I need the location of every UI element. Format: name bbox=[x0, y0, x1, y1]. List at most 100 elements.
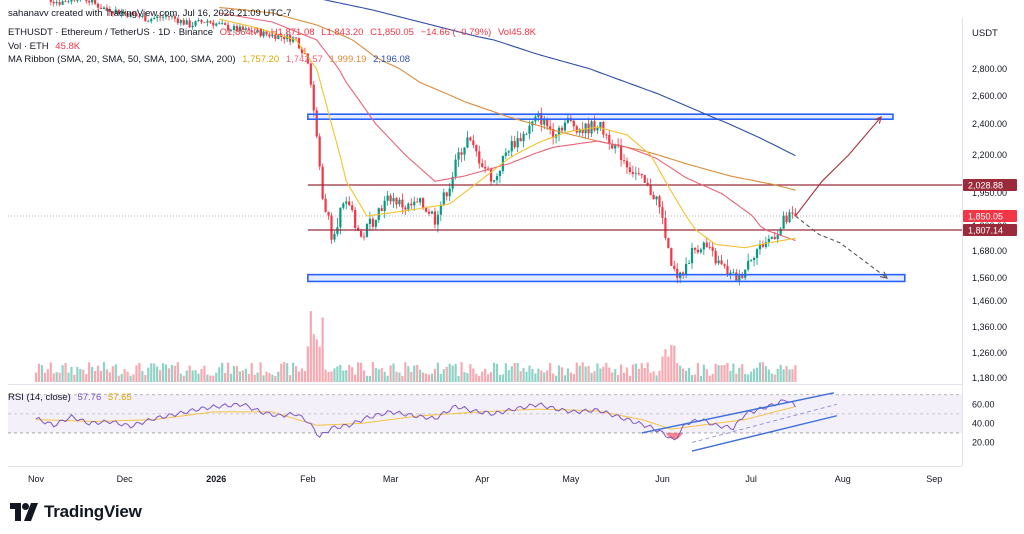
volume-bar bbox=[138, 362, 141, 382]
candle bbox=[67, 0, 70, 4]
candle bbox=[460, 147, 463, 163]
candle bbox=[79, 0, 81, 2]
volume-bar bbox=[590, 372, 593, 382]
volume-bar bbox=[779, 364, 782, 382]
candle bbox=[593, 115, 596, 133]
ma-ribbon-legend[interactable]: MA Ribbon (SMA, 20, SMA, 50, SMA, 100, S… bbox=[8, 54, 414, 66]
candle-body bbox=[690, 247, 694, 264]
candle-body bbox=[614, 144, 617, 149]
candle-body bbox=[761, 244, 765, 247]
rsi-band bbox=[8, 394, 962, 433]
volume-bar bbox=[303, 371, 307, 382]
candle-body bbox=[788, 212, 791, 223]
volume-bar bbox=[120, 373, 123, 382]
candle bbox=[563, 119, 567, 133]
volume-bar bbox=[516, 362, 519, 382]
candle bbox=[330, 212, 333, 244]
candle-body bbox=[581, 129, 584, 134]
candle bbox=[788, 209, 791, 224]
candle-body bbox=[241, 26, 244, 30]
candle bbox=[507, 150, 510, 157]
candle-body bbox=[519, 138, 522, 142]
volume-bar bbox=[649, 372, 652, 382]
candle bbox=[253, 29, 256, 35]
time-tick-label: 2026 bbox=[206, 474, 226, 484]
volume-bar bbox=[720, 365, 723, 382]
volume-bar bbox=[389, 365, 392, 382]
candle bbox=[144, 12, 147, 22]
candle bbox=[448, 183, 451, 202]
candle bbox=[120, 8, 123, 18]
candle-body bbox=[117, 9, 120, 14]
candle bbox=[498, 169, 502, 184]
candle-body bbox=[247, 28, 250, 31]
symbol-legend[interactable]: ETHUSDT · Ethereum / TetherUS · 1D · Bin… bbox=[8, 27, 540, 39]
candle-body bbox=[120, 11, 123, 14]
symbol-name[interactable]: ETHUSDT · Ethereum / TetherUS · 1D · Bin… bbox=[8, 27, 214, 38]
time-tick-label: Nov bbox=[28, 474, 45, 484]
candle bbox=[489, 167, 493, 185]
candle bbox=[309, 62, 312, 88]
candle bbox=[478, 145, 481, 169]
candle-body bbox=[747, 260, 750, 270]
volume-label: Vol · ETH bbox=[8, 41, 49, 52]
volume-bar bbox=[161, 363, 165, 382]
volume-bar bbox=[297, 371, 301, 382]
time-tick-label: Mar bbox=[383, 474, 399, 484]
volume-bar bbox=[625, 367, 629, 382]
volume-bar bbox=[132, 374, 135, 382]
volume-bar bbox=[294, 366, 298, 382]
rsi-legend[interactable]: RSI (14, close) 57.76 57.65 bbox=[8, 392, 136, 404]
volume-bar bbox=[371, 362, 374, 382]
candle bbox=[224, 21, 227, 26]
candle bbox=[782, 211, 785, 229]
rsi-pane-separator bbox=[8, 384, 962, 385]
tradingview-logo[interactable]: TradingView bbox=[10, 500, 142, 524]
volume-bar bbox=[203, 365, 206, 382]
volume-bar bbox=[126, 371, 129, 382]
candle-body bbox=[439, 204, 442, 215]
volume-bar bbox=[457, 375, 460, 382]
candle bbox=[466, 130, 469, 149]
candle-body bbox=[132, 12, 135, 15]
candle-body bbox=[141, 15, 144, 18]
volume-bar bbox=[531, 368, 534, 382]
candle bbox=[212, 19, 215, 29]
candle-body bbox=[91, 0, 94, 3]
candle-body bbox=[52, 1, 55, 4]
candle-body bbox=[720, 260, 723, 265]
candles bbox=[49, 0, 797, 286]
volume-bar bbox=[513, 362, 516, 382]
candle bbox=[203, 22, 206, 24]
candle-body bbox=[685, 263, 688, 275]
volume-legend[interactable]: Vol · ETH 45.8K bbox=[8, 41, 84, 53]
candle-body bbox=[96, 3, 100, 8]
volume-bar bbox=[767, 369, 770, 382]
candle-body bbox=[348, 201, 351, 206]
candle bbox=[649, 178, 652, 196]
candle bbox=[599, 121, 602, 132]
volume-bar bbox=[88, 362, 91, 382]
candle bbox=[324, 193, 327, 213]
candle bbox=[758, 240, 762, 255]
candle-body bbox=[631, 171, 635, 174]
candle-body bbox=[392, 198, 395, 202]
volume-bar bbox=[611, 372, 614, 382]
candle bbox=[132, 11, 135, 17]
volume-bar bbox=[141, 370, 144, 382]
candle-body bbox=[507, 151, 510, 153]
candle-body bbox=[150, 19, 153, 22]
sma200-value: 2,196.08 bbox=[373, 54, 411, 65]
candle-body bbox=[673, 265, 676, 269]
volume-bar bbox=[289, 375, 292, 382]
volume-bar bbox=[271, 374, 274, 382]
candle bbox=[741, 272, 744, 280]
volume-bar bbox=[34, 372, 38, 382]
candle-body bbox=[194, 21, 197, 26]
volume-bar bbox=[37, 363, 41, 382]
candle bbox=[436, 210, 439, 233]
volume-bar bbox=[306, 346, 309, 382]
volume-bar bbox=[687, 367, 691, 382]
volume-bar bbox=[764, 366, 767, 382]
